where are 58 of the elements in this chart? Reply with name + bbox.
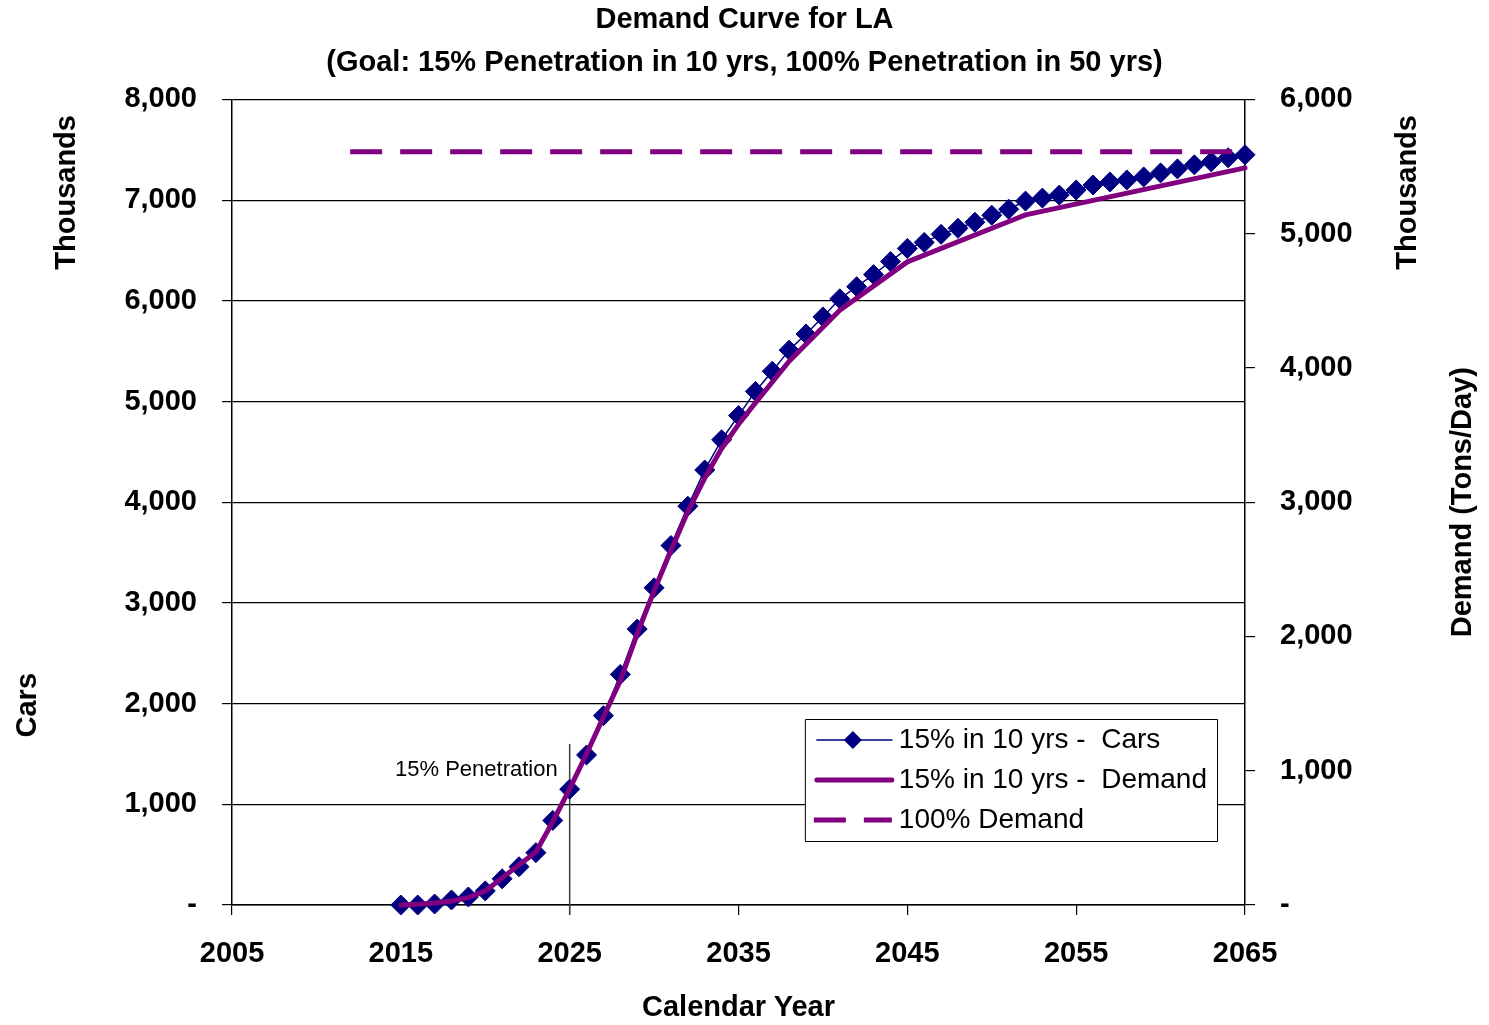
point (1150, 162, 1172, 184)
legend-label: 15% in 10 yrs - Cars (898, 722, 1161, 754)
point (1183, 154, 1205, 176)
legend-label: 100% Demand (898, 802, 1085, 834)
y2-tick-label: - (1280, 887, 1290, 919)
ref-line-label: 15% Penetration (394, 755, 558, 781)
point (879, 251, 901, 273)
y2-tick-label: 6,000 (1280, 81, 1353, 114)
y2-tick-label: 2,000 (1280, 618, 1353, 651)
point (1200, 151, 1222, 173)
y-axis-title: Cars (10, 672, 42, 738)
chart-title: Demand Curve for LA (595, 2, 894, 35)
point (1166, 158, 1188, 180)
point (1065, 179, 1087, 201)
point (896, 237, 918, 259)
x-tick-label: 2055 (1043, 936, 1109, 969)
y2-tick-label: 5,000 (1280, 215, 1353, 248)
x-tick-label: 2005 (199, 936, 265, 969)
y-tick-label: 4,000 (124, 484, 197, 517)
point (930, 223, 952, 245)
point (1082, 174, 1104, 196)
x-tick-label: 2025 (537, 936, 602, 969)
y2-tick-label: 4,000 (1280, 349, 1353, 382)
point (1031, 187, 1053, 209)
x-tick-label: 2045 (875, 936, 940, 969)
x-tick-label: 2015 (368, 936, 434, 969)
y2-axis-title: Demand (Tons/Day) (1445, 367, 1477, 638)
y-tick-label: 1,000 (124, 786, 197, 819)
chart-subtitle: (Goal: 15% Penetration in 10 yrs, 100% Penetration in 50 yrs) (326, 45, 1163, 78)
y-tick-label: 8,000 (124, 81, 197, 114)
y2-tick-label: 1,000 (1280, 752, 1353, 785)
text: Thousands (1390, 115, 1422, 270)
point (1234, 144, 1256, 166)
y-tick-label: 6,000 (124, 282, 197, 315)
text: Thousands (49, 115, 81, 270)
point (1048, 184, 1070, 206)
y-tick-label: 3,000 (124, 584, 197, 617)
point (964, 211, 986, 233)
point (863, 264, 885, 286)
point (998, 198, 1020, 220)
y-tick-label: - (187, 887, 197, 919)
y-tick-label: 2,000 (124, 685, 197, 718)
point (1116, 169, 1138, 191)
point (846, 276, 868, 298)
x-tick-label: 2065 (1212, 936, 1278, 969)
point (1015, 190, 1037, 212)
point (1133, 166, 1155, 188)
y2-tick-label: 3,000 (1280, 484, 1353, 517)
y-tick-label: 5,000 (124, 383, 197, 416)
point (947, 217, 969, 239)
y-tick-label: 7,000 (124, 182, 197, 215)
legend-label: 15% in 10 yrs - Demand (898, 762, 1207, 794)
point (913, 231, 935, 253)
point (829, 288, 851, 310)
x-tick-label: 2035 (706, 936, 771, 969)
point (981, 204, 1003, 226)
point (1099, 171, 1121, 193)
x-axis-title: Calendar Year (642, 989, 835, 1022)
